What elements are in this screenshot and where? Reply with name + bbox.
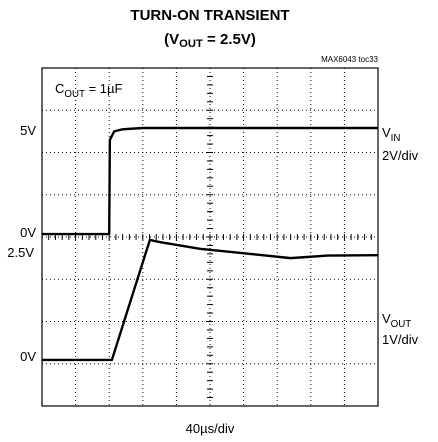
annotation-part: OUT (391, 319, 412, 330)
annotation-part: 2V/div (382, 148, 419, 163)
annotation-part: MAX6043 toc33 (321, 55, 378, 64)
trace (42, 238, 379, 362)
annotation: 2.5V (7, 245, 34, 260)
annotation: 0V (20, 225, 36, 240)
annotation-part: = 1µF (85, 81, 123, 96)
annotation: MAX6043 toc33 (321, 55, 378, 64)
chart-title: TURN-ON TRANSIENT (130, 7, 289, 24)
annotation-part: 5V (20, 123, 36, 138)
chart-subtitle-part: OUT (179, 38, 203, 50)
chart-subtitle: (VOUT = 2.5V) (164, 31, 256, 50)
chart-subtitle-part: = 2.5V) (203, 31, 256, 48)
chart-subtitle-part: (V (164, 31, 179, 48)
annotation: 2V/div (382, 148, 419, 163)
annotation: 0V (20, 349, 36, 364)
annotation-part: 0V (20, 349, 36, 364)
annotation: COUT = 1µF (55, 81, 123, 99)
annotation-part: 40µs/div (186, 421, 235, 436)
annotation-part: 0V (20, 225, 36, 240)
annotation: 40µs/div (186, 421, 235, 436)
plot-border (41, 67, 379, 407)
trace (42, 126, 378, 236)
annotation-part: 2.5V (7, 245, 34, 260)
annotation-part: 1V/div (382, 332, 419, 347)
annotation: 5V (20, 123, 36, 138)
annotation: 1V/div (382, 332, 419, 347)
annotation-part: IN (391, 133, 401, 144)
annotation-part: V (382, 125, 391, 140)
annotation-part: V (382, 311, 391, 326)
annotation: VOUT (382, 311, 411, 329)
annotation-part: OUT (64, 89, 85, 100)
annotation: VIN (382, 125, 400, 143)
annotation-part: C (55, 81, 64, 96)
